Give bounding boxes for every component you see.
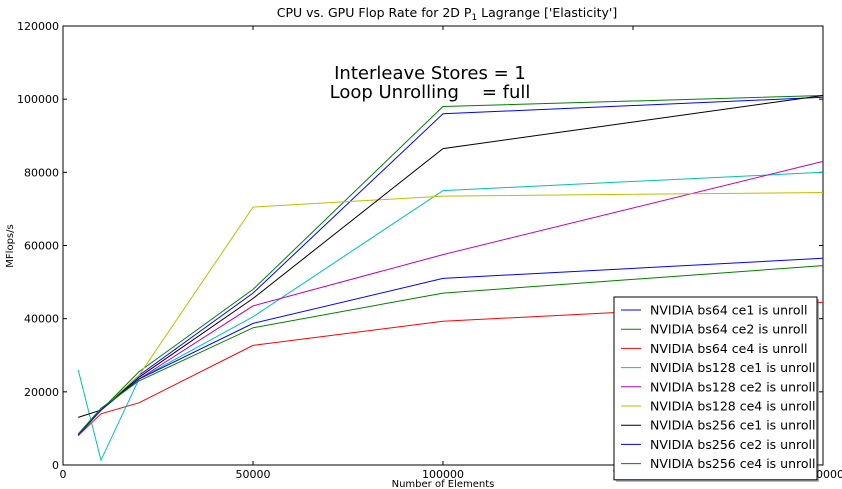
series-line-4	[77, 171, 824, 462]
y-tick-label: 0	[52, 459, 59, 472]
legend-label: NVIDIA bs256 ce2 is unroll	[650, 437, 815, 452]
legend-label: NVIDIA bs256 ce4 is unroll	[650, 456, 815, 471]
y-tick-label: 20000	[24, 386, 59, 399]
y-tick-label: 120000	[17, 20, 59, 33]
legend-label: NVIDIA bs256 ce1 is unroll	[650, 418, 815, 433]
x-tick-label: 100000	[422, 468, 464, 481]
x-axis-label: Number of Elements	[392, 479, 495, 489]
series-line-9	[77, 265, 824, 435]
y-tick-label: 100000	[17, 93, 59, 106]
y-tick-label: 60000	[24, 240, 59, 253]
legend-label: NVIDIA bs128 ce1 is unroll	[650, 360, 815, 375]
annotation-interleave: Interleave Stores = 1	[334, 63, 526, 84]
annotation-unrolling: Loop Unrolling = full	[330, 82, 531, 103]
legend-label: NVIDIA bs64 ce2 is unroll	[650, 322, 808, 337]
series-line-8	[77, 257, 824, 435]
legend-label: NVIDIA bs128 ce2 is unroll	[650, 379, 815, 394]
legend: NVIDIA bs64 ce1 is unroll NVIDIA bs64 ce2…	[613, 296, 819, 482]
series-line-7	[78, 95, 824, 418]
legend-box	[613, 296, 818, 481]
y-tick-label: 80000	[24, 166, 59, 179]
chart-title: CPU vs. GPU Flop Rate for 2D P1 Lagrange…	[277, 5, 617, 23]
x-tick-label: 50000	[236, 468, 271, 481]
series-line-3	[77, 301, 824, 437]
y-axis-label: MFlops/s	[5, 224, 16, 267]
y-tick-label: 40000	[24, 313, 59, 326]
x-tick-label: 0	[60, 468, 67, 481]
legend-label: NVIDIA bs64 ce1 is unroll	[650, 303, 808, 318]
legend-label: NVIDIA bs128 ce4 is unroll	[650, 399, 815, 414]
legend-label: NVIDIA bs64 ce4 is unroll	[650, 341, 808, 356]
